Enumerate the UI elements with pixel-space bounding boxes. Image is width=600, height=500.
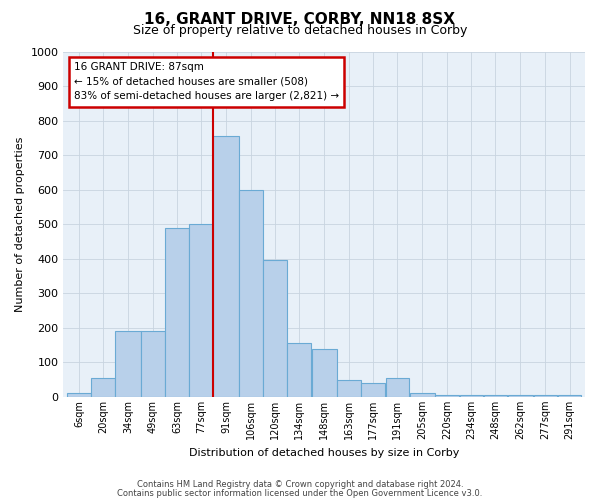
Bar — [239, 190, 263, 397]
Bar — [263, 260, 287, 397]
Bar — [311, 348, 337, 397]
Bar — [386, 378, 409, 397]
X-axis label: Distribution of detached houses by size in Corby: Distribution of detached houses by size … — [189, 448, 460, 458]
Bar — [484, 395, 507, 397]
Bar — [165, 228, 189, 397]
Bar — [410, 394, 435, 397]
Text: 16 GRANT DRIVE: 87sqm
← 15% of detached houses are smaller (508)
83% of semi-det: 16 GRANT DRIVE: 87sqm ← 15% of detached … — [74, 62, 339, 102]
Bar — [190, 224, 213, 397]
Bar — [436, 395, 459, 397]
Bar — [141, 332, 165, 397]
Text: 16, GRANT DRIVE, CORBY, NN18 8SX: 16, GRANT DRIVE, CORBY, NN18 8SX — [145, 12, 455, 28]
Bar — [115, 332, 140, 397]
Bar — [91, 378, 115, 397]
Bar — [361, 383, 385, 397]
Text: Contains public sector information licensed under the Open Government Licence v3: Contains public sector information licen… — [118, 488, 482, 498]
Bar — [287, 344, 311, 397]
Bar — [558, 395, 581, 397]
Bar — [508, 395, 533, 397]
Text: Size of property relative to detached houses in Corby: Size of property relative to detached ho… — [133, 24, 467, 37]
Bar — [533, 395, 557, 397]
Bar — [460, 395, 483, 397]
Text: Contains HM Land Registry data © Crown copyright and database right 2024.: Contains HM Land Registry data © Crown c… — [137, 480, 463, 489]
Bar — [214, 136, 239, 397]
Y-axis label: Number of detached properties: Number of detached properties — [15, 136, 25, 312]
Bar — [67, 394, 91, 397]
Bar — [337, 380, 361, 397]
